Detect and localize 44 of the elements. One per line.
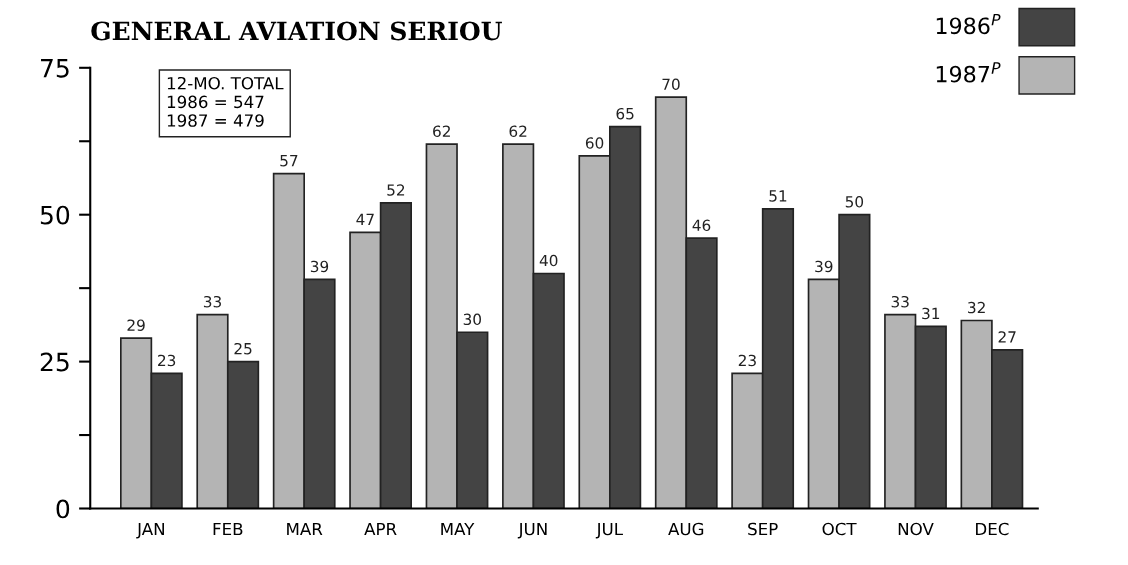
data-label: 46 — [692, 219, 711, 232]
y-tick-label: 25 — [40, 352, 69, 372]
legend-label: 1986$^{P}$ — [936, 14, 1001, 35]
annotation: 12-MO. TOTAL 1986 = 547 1987 = 479 — [167, 76, 284, 127]
x-tick-label: APR — [364, 522, 397, 536]
data-label: 29 — [127, 319, 145, 331]
x-tick-label: OCT — [822, 522, 857, 536]
x-tick-label: SEP — [748, 522, 778, 536]
data-label: 39 — [310, 260, 329, 273]
y-tick-label: 50 — [40, 205, 70, 225]
data-label: 47 — [356, 213, 374, 225]
data-label: 33 — [203, 295, 221, 308]
data-label: 40 — [539, 254, 558, 267]
data-label: 33 — [891, 295, 909, 308]
data-label: 57 — [280, 155, 298, 167]
data-label: 65 — [616, 107, 634, 120]
x-tick-label: JUN — [517, 522, 547, 539]
data-label: 31 — [922, 307, 940, 320]
data-label: 62 — [433, 125, 450, 138]
data-label: 23 — [738, 354, 756, 367]
data-label: 23 — [158, 354, 176, 367]
data-label: 52 — [387, 184, 405, 196]
x-tick-label: JAN — [136, 522, 164, 539]
x-tick-label: MAR — [287, 522, 323, 536]
data-label: 62 — [509, 125, 527, 138]
data-label: 70 — [662, 78, 680, 91]
data-label: 39 — [815, 260, 833, 273]
legend-label: 1987$^{P}$ — [936, 62, 1001, 83]
x-tick-label: DEC — [976, 522, 1009, 536]
x-tick-label: JUL — [595, 522, 623, 539]
data-label: 30 — [463, 313, 482, 326]
data-label: 51 — [769, 190, 787, 202]
x-tick-label: MAY — [441, 522, 475, 536]
x-tick-label: NOV — [898, 522, 934, 536]
chart-title: GENERAL AVIATION SERIOU — [91, 21, 502, 41]
data-label: 50 — [845, 196, 864, 208]
x-tick-label: FEB — [213, 522, 243, 536]
data-label: 60 — [585, 137, 604, 149]
data-label: 27 — [998, 331, 1016, 343]
y-tick-label: 0 — [56, 499, 70, 519]
y-tick-label: 75 — [41, 59, 69, 78]
data-label: 32 — [968, 301, 985, 314]
x-tick-label: AUG — [668, 522, 704, 536]
data-label: 25 — [234, 342, 252, 355]
